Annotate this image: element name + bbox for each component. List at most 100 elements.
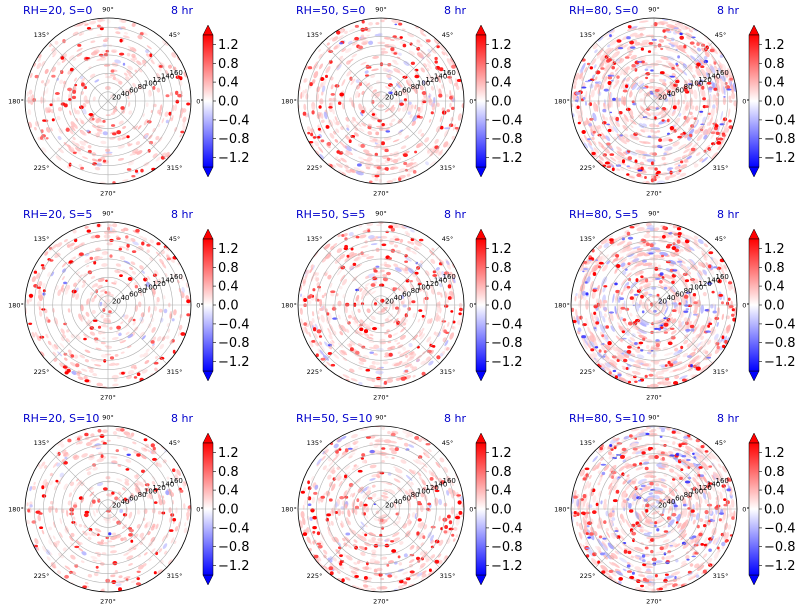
radial-tick-label: 120 — [698, 76, 711, 84]
scatter-point — [601, 132, 607, 140]
scatter-point — [681, 241, 690, 248]
scatter-layer — [571, 222, 737, 388]
scatter-point — [353, 317, 359, 324]
scatter-point — [414, 240, 422, 247]
scatter-point — [665, 28, 671, 32]
scatter-point — [42, 98, 46, 103]
scatter-point — [39, 526, 44, 529]
scatter-point — [388, 334, 392, 338]
scatter-point — [584, 101, 588, 106]
scatter-point — [127, 143, 133, 147]
scatter-point — [155, 551, 159, 556]
scatter-point — [593, 114, 597, 121]
scatter-point — [389, 122, 393, 127]
colorbar-tick-label: 0.4 — [764, 280, 785, 295]
scatter-point — [411, 250, 417, 255]
scatter-point — [398, 52, 402, 56]
scatter-point — [76, 22, 84, 27]
scatter-point — [57, 253, 61, 258]
scatter-point — [310, 296, 315, 301]
scatter-point — [614, 67, 619, 72]
scatter-point — [414, 150, 418, 154]
scatter-point — [38, 512, 43, 515]
scatter-point — [660, 113, 667, 119]
scatter-point — [459, 318, 463, 327]
scatter-point — [704, 338, 709, 344]
scatter-point — [701, 85, 705, 90]
scatter-point — [373, 269, 378, 273]
scatter-point — [620, 262, 626, 268]
scatter-point — [120, 19, 127, 23]
scatter-point — [145, 102, 149, 107]
angular-gridline — [107, 100, 167, 160]
scatter-point — [118, 80, 123, 85]
scatter-point — [678, 143, 687, 150]
scatter-point — [303, 322, 308, 326]
scatter-point — [153, 306, 158, 312]
scatter-point — [444, 271, 449, 275]
angular-tick-label: 180° — [8, 98, 24, 106]
scatter-point — [396, 320, 400, 325]
scatter-point — [454, 515, 461, 520]
scatter-point — [449, 102, 452, 108]
scatter-point — [607, 128, 612, 133]
scatter-point — [73, 123, 78, 129]
scatter-point — [135, 228, 140, 233]
scatter-point — [331, 339, 335, 344]
scatter-point — [441, 320, 447, 323]
scatter-point — [615, 116, 619, 122]
scatter-point — [28, 89, 33, 95]
scatter-point — [303, 298, 307, 302]
scatter-point — [318, 63, 324, 70]
scatter-point — [119, 38, 123, 43]
scatter-point — [449, 123, 454, 127]
scatter-point — [165, 273, 168, 277]
scatter-point — [151, 326, 156, 333]
scatter-point — [426, 336, 432, 343]
scatter-point — [701, 253, 707, 258]
scatter-point — [320, 139, 325, 143]
scatter-point — [135, 172, 140, 175]
scatter-point — [51, 243, 58, 250]
scatter-point — [683, 44, 687, 49]
scatter-point — [720, 267, 726, 276]
scatter-point — [612, 61, 617, 65]
scatter-point — [646, 158, 656, 163]
scatter-point — [611, 257, 619, 264]
scatter-point — [332, 109, 335, 115]
scatter-point — [76, 109, 80, 115]
scatter-point — [634, 41, 641, 46]
scatter-point — [147, 305, 151, 313]
scatter-point — [719, 262, 724, 270]
scatter-point — [650, 347, 655, 350]
scatter-point — [318, 49, 321, 52]
scatter-point — [663, 327, 672, 333]
scatter-point — [80, 77, 86, 84]
scatter-point — [123, 32, 129, 35]
scatter-point — [94, 340, 99, 344]
scatter-point — [699, 278, 703, 285]
scatter-point — [394, 23, 398, 26]
scatter-point — [658, 364, 667, 367]
scatter-point — [625, 77, 631, 82]
scatter-point — [134, 285, 139, 289]
scatter-point — [112, 561, 118, 566]
polar-panel: 20 40 60 801001201401600°45°90°135°180°225°… — [281, 4, 477, 198]
scatter-point — [141, 62, 147, 67]
scatter-point — [87, 319, 93, 325]
scatter-point — [716, 125, 721, 134]
scatter-point — [313, 71, 319, 79]
scatter-point — [317, 285, 321, 289]
scatter-point — [358, 366, 363, 370]
scatter-point — [355, 84, 361, 90]
scatter-point — [644, 68, 649, 71]
scatter-point — [77, 376, 84, 381]
scatter-point — [672, 368, 680, 372]
colorbar-extend-min — [748, 166, 760, 178]
scatter-point — [700, 247, 706, 252]
scatter-point — [687, 258, 694, 265]
scatter-point — [687, 82, 693, 86]
scatter-point — [148, 134, 153, 140]
scatter-point — [102, 308, 106, 312]
scatter-point — [646, 251, 656, 254]
